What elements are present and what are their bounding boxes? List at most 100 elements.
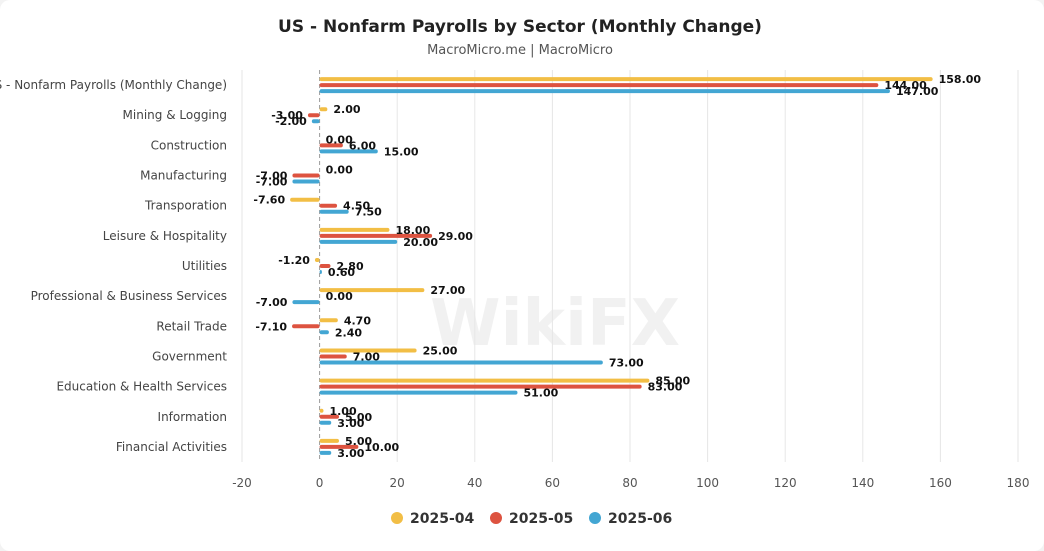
legend-label: 2025-04 — [410, 511, 475, 527]
category-label: Retail Trade — [156, 319, 227, 333]
category-label: Construction — [151, 138, 227, 152]
bar-2025-06[interactable] — [319, 149, 378, 154]
data-label: -3.00 — [271, 109, 303, 122]
bar-2025-04[interactable] — [319, 318, 338, 323]
x-tick-label: 20 — [390, 476, 405, 490]
bar-2025-05[interactable] — [319, 384, 642, 389]
data-label: -7.00 — [256, 296, 288, 309]
x-tick-label: -20 — [232, 476, 252, 490]
data-label: 2.40 — [335, 326, 362, 339]
category-label: Transporation — [144, 199, 227, 213]
x-tick-label: 80 — [622, 476, 637, 490]
bar-2025-05[interactable] — [319, 203, 338, 208]
data-label: 4.70 — [344, 314, 371, 327]
bar-2025-06[interactable] — [311, 119, 320, 124]
data-label: 5.00 — [345, 435, 372, 448]
bar-2025-06[interactable] — [319, 360, 603, 365]
bar-2025-04[interactable] — [314, 258, 320, 262]
data-label: 2.00 — [333, 103, 360, 116]
bar-2025-06[interactable] — [292, 300, 320, 305]
data-label: 51.00 — [523, 387, 558, 400]
data-label: 29.00 — [438, 230, 473, 243]
category-label: Education & Health Services — [56, 380, 227, 394]
data-label: 15.00 — [384, 145, 419, 158]
bar-2025-05[interactable] — [319, 233, 433, 238]
watermark: WikiFX — [430, 287, 680, 361]
x-tick-label: 100 — [696, 476, 719, 490]
bar-2025-04[interactable] — [290, 197, 320, 202]
bar-2025-04[interactable] — [319, 288, 425, 293]
bar-2025-05[interactable] — [307, 113, 320, 118]
data-label: 0.00 — [326, 133, 353, 146]
bar-2025-05[interactable] — [319, 143, 343, 148]
data-label: 6.00 — [349, 139, 376, 152]
category-labels: US - Nonfarm Payrolls (Monthly Change) Mi… — [0, 78, 227, 454]
data-label: 83.00 — [648, 381, 683, 394]
bar-2025-04[interactable] — [319, 77, 933, 82]
x-tick-label: 180 — [1007, 476, 1030, 490]
bar-2025-05[interactable] — [319, 414, 339, 419]
data-label: 144.00 — [884, 79, 927, 92]
data-label: 0.00 — [326, 290, 353, 303]
legend[interactable]: 2025-04 2025-05 2025-06 — [391, 511, 672, 527]
legend-label: 2025-06 — [608, 511, 672, 527]
x-tick-label: 60 — [545, 476, 560, 490]
bar-2025-04[interactable] — [319, 348, 417, 353]
bar-2025-06[interactable] — [319, 239, 398, 244]
data-label: 2.80 — [336, 260, 363, 273]
bar-2025-04[interactable] — [319, 378, 650, 383]
data-label: -1.20 — [278, 254, 310, 267]
data-label: 147.00 — [896, 85, 939, 98]
legend-marker — [589, 512, 601, 524]
bar-2025-04[interactable] — [319, 408, 324, 413]
data-label: 3.00 — [337, 417, 364, 430]
category-label: Government — [152, 349, 227, 363]
bar-2025-06[interactable] — [292, 179, 320, 184]
bar-2025-06[interactable] — [319, 330, 329, 335]
legend-marker — [391, 512, 403, 524]
data-label: 158.00 — [939, 73, 982, 86]
legend-label: 2025-05 — [509, 511, 573, 527]
data-label: 25.00 — [423, 344, 458, 357]
bar-2025-06[interactable] — [319, 270, 322, 274]
legend-item-2025-05[interactable]: 2025-05 — [490, 511, 573, 527]
legend-marker — [490, 512, 502, 524]
bar-2025-06[interactable] — [319, 89, 890, 94]
x-tick-label: 40 — [467, 476, 482, 490]
bar-2025-04[interactable] — [319, 438, 339, 443]
legend-item-2025-04[interactable]: 2025-04 — [391, 511, 475, 527]
chart-subtitle: MacroMicro.me | MacroMicro — [427, 43, 613, 58]
bar-2025-05[interactable] — [292, 173, 320, 178]
bar-2025-06[interactable] — [319, 450, 332, 455]
category-label: Leisure & Hospitality — [103, 229, 227, 243]
data-label: 10.00 — [364, 441, 399, 454]
category-label: Information — [158, 410, 227, 424]
x-tick-label: 140 — [851, 476, 874, 490]
data-label: 20.00 — [403, 236, 438, 249]
data-label: 3.00 — [337, 447, 364, 460]
bar-2025-04[interactable] — [319, 227, 390, 232]
data-label: -7.60 — [253, 194, 285, 207]
bar-2025-05[interactable] — [319, 264, 331, 268]
data-label: 0.00 — [326, 164, 353, 177]
data-label: 7.00 — [353, 350, 380, 363]
bar-2025-04[interactable] — [319, 107, 328, 112]
data-label: 73.00 — [609, 356, 644, 369]
bar-2025-05[interactable] — [319, 444, 359, 449]
data-label: 7.50 — [355, 206, 382, 219]
bar-2025-06[interactable] — [319, 209, 349, 214]
bar-2025-05[interactable] — [292, 324, 320, 329]
data-label: 0.60 — [328, 266, 355, 279]
category-label: Mining & Logging — [123, 108, 227, 122]
bar-2025-06[interactable] — [319, 390, 518, 395]
category-label: US - Nonfarm Payrolls (Monthly Change) — [0, 78, 227, 92]
category-label: Manufacturing — [140, 169, 227, 183]
data-label: 4.50 — [343, 200, 370, 213]
bar-2025-06[interactable] — [319, 420, 332, 425]
legend-item-2025-06[interactable]: 2025-06 — [589, 511, 672, 527]
data-label: 18.00 — [395, 224, 430, 237]
bar-2025-05[interactable] — [319, 83, 879, 88]
bar-2025-05[interactable] — [319, 354, 347, 359]
